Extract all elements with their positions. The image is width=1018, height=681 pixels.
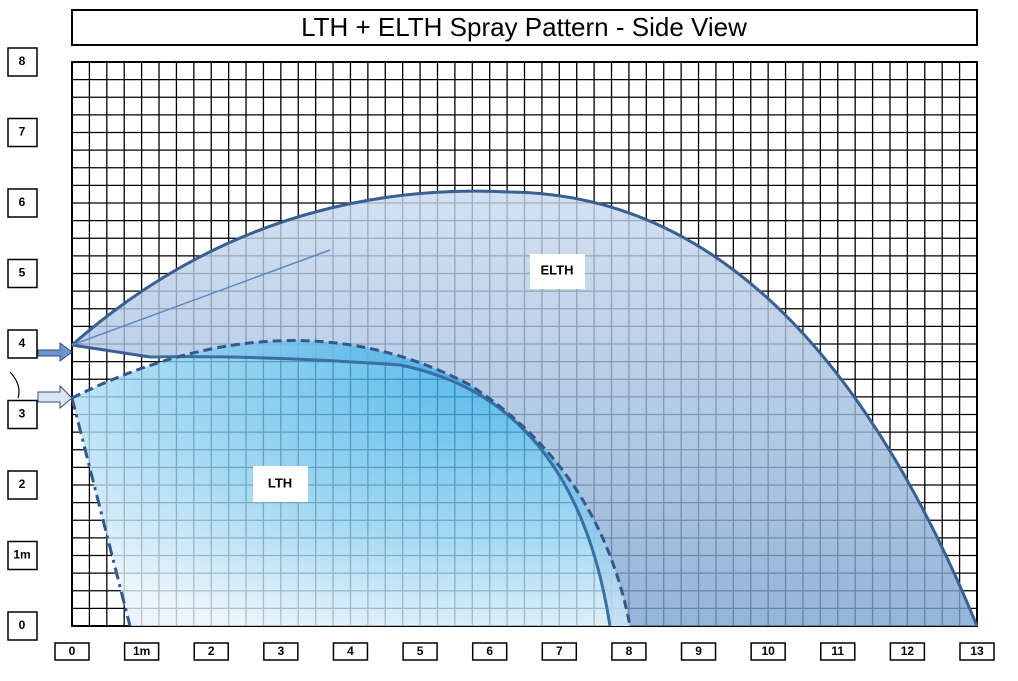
x-label-box [471,642,508,661]
y-label: 5 [19,266,26,280]
title: LTH + ELTH Spray Pattern - Side View [301,12,747,42]
lth-outline [71,339,632,627]
lth-label: LTH [268,475,292,490]
y-label-box [7,329,38,359]
x-label-box [889,642,926,661]
y-label: 6 [19,195,26,209]
elth-lower-edge [71,343,151,359]
y-label: 1m [13,548,30,562]
x-label-box [263,642,299,661]
y-label-box [7,540,38,571]
x-label-box [959,642,995,661]
title-box [71,9,978,46]
y-label-box [7,117,38,148]
y-label: 7 [19,125,26,139]
x-label: 10 [761,644,775,658]
x-label-box [820,642,856,661]
y-label-box [7,188,38,218]
y-label-box [7,611,38,641]
x-label-box [680,642,717,661]
x-label: 3 [278,644,285,658]
lth-lower-edge [70,397,132,627]
x-label: 11 [831,644,844,658]
y-label: 4 [19,336,26,350]
x-label: 13 [970,644,984,658]
x-label: 9 [695,644,702,658]
y-label: 0 [19,618,26,632]
elth-outline [71,189,979,627]
y-label-box [7,470,38,500]
x-label-box [54,642,90,661]
y-label: 2 [19,477,26,491]
x-label-box [750,642,786,661]
x-label: 4 [347,644,354,658]
y-label-box [7,47,38,77]
y-label: 3 [19,407,26,421]
y-label: 8 [19,54,26,68]
elth-label-box [530,254,585,289]
lth-label-box [253,466,308,502]
lth-region [72,340,630,626]
spray-axis [71,249,331,346]
lth-arrow [37,384,73,410]
x-label: 8 [626,644,633,658]
x-label: 1m [133,644,150,658]
x-label: 0 [69,644,76,658]
x-label-box [193,642,229,661]
y-label-box [7,258,38,289]
x-label-box [402,642,438,661]
x-label: 12 [901,644,915,658]
x-label-box [123,642,160,661]
x-label-box [541,642,578,661]
x-label: 6 [486,644,493,658]
elth-label: ELTH [541,262,574,277]
elth-arrow [37,342,73,362]
x-label: 7 [556,644,563,658]
x-label: 5 [417,644,424,658]
angle-arc [9,371,20,399]
axis-labels: 0 1m 2 3 4 5 6 7 8 9 10 11 12 13 0 1m 2 3 4 5 6 7 8 [7,47,995,661]
x-label-box [332,642,369,661]
x-label: 2 [208,644,215,658]
x-label-box [611,642,647,661]
elth-inner-edge [149,355,612,627]
y-label-box [7,399,38,430]
elth-region [72,191,977,626]
